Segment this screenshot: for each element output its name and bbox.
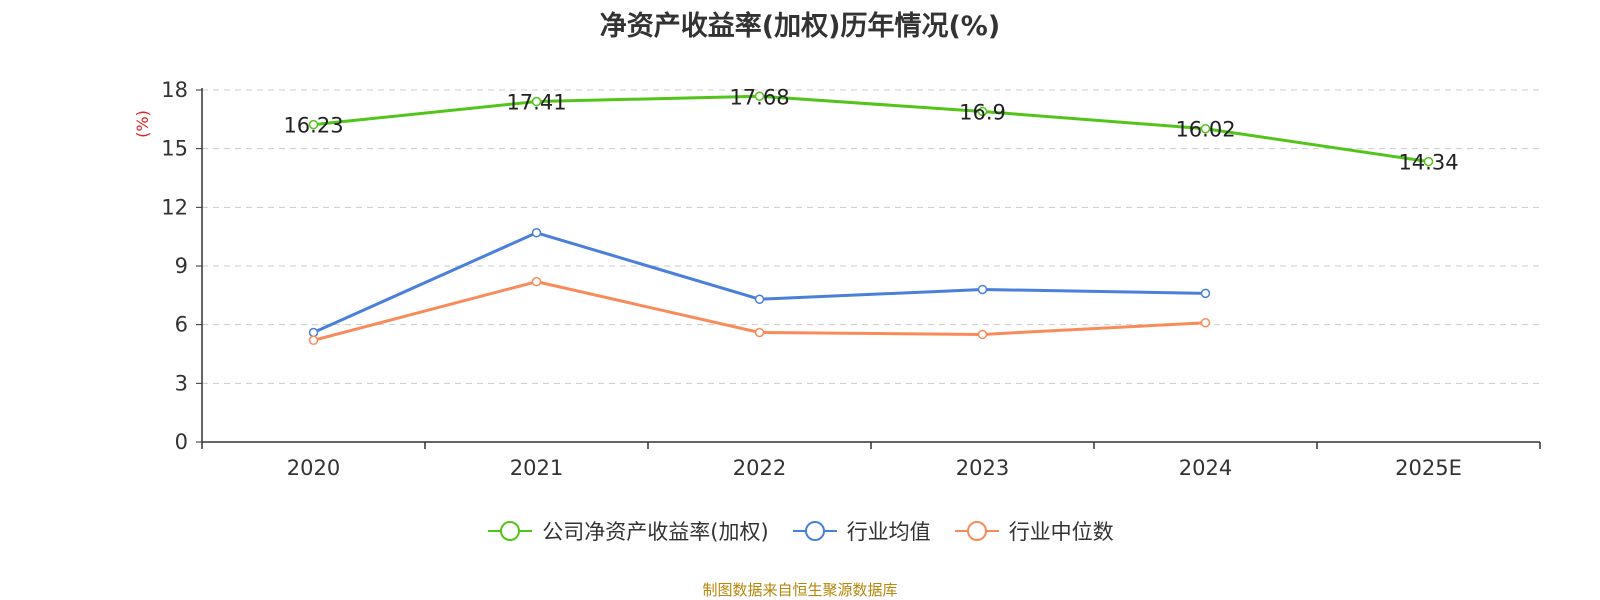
- axes: 0 3 6 9 12 15 18 2020 2021 2022 2023 2024 2025E (%): [133, 78, 1541, 480]
- data-point: [754, 327, 765, 338]
- legend-marker-industry-median: [954, 521, 999, 541]
- legend-item-company-roe[interactable]: 公司净资产收益率(加权): [486, 516, 769, 546]
- series-line-0: [313, 94, 1429, 164]
- legend-marker-company-roe: [488, 521, 533, 541]
- data-label: 16.9: [959, 101, 1006, 125]
- data-point: [977, 329, 988, 340]
- data-labels: 16.23 17.41 17.68 16.9 16.02 14.34: [283, 85, 1458, 174]
- y-tick-label: 6: [175, 313, 188, 337]
- data-point: [1200, 317, 1211, 328]
- data-point: [308, 327, 319, 338]
- data-point: [1200, 123, 1211, 134]
- data-label: 16.23: [283, 114, 343, 138]
- x-tick-label: 2020: [287, 456, 340, 480]
- line-chart: 0 3 6 9 12 15 18 2020 2021 2022 2023 2024 2025E (%) 1…: [133, 78, 1541, 480]
- series-group: [308, 91, 1434, 346]
- x-tick-label: 2022: [733, 456, 786, 480]
- legend-label-company-roe: 公司净资产收益率(加权): [542, 520, 769, 544]
- data-point: [754, 294, 765, 304]
- x-tick-label: 2021: [510, 456, 563, 480]
- legend: 公司净资产收益率(加权) 行业均值 行业中位数: [0, 516, 1600, 546]
- chart-title: 净资产收益率(加权)历年情况(%): [599, 11, 1001, 42]
- data-label: 16.02: [1175, 118, 1235, 142]
- data-label: 14.34: [1398, 151, 1458, 175]
- data-point: [977, 106, 988, 117]
- data-point: [531, 228, 542, 238]
- legend-item-industry-mean[interactable]: 行业均值: [791, 516, 931, 546]
- data-point: [308, 335, 319, 346]
- y-axis-label: (%): [133, 110, 152, 138]
- data-point: [754, 91, 765, 102]
- legend-label-industry-mean: 行业均值: [846, 520, 931, 544]
- y-tick-label: 18: [161, 78, 188, 102]
- legend-label-industry-median: 行业中位数: [1008, 520, 1114, 544]
- y-tick-label: 3: [175, 371, 188, 395]
- gridlines: [202, 89, 1540, 384]
- data-point: [1200, 288, 1211, 299]
- data-point: [308, 119, 319, 130]
- series-line-1: [312, 231, 1206, 334]
- data-point: [531, 96, 542, 107]
- legend-marker-industry-mean: [792, 521, 837, 541]
- data-label: 17.68: [729, 85, 789, 109]
- y-tick-label: 15: [161, 137, 188, 161]
- data-label: 17.41: [506, 91, 566, 115]
- y-tick-label: 0: [175, 430, 188, 454]
- x-tick-label: 2025E: [1395, 456, 1462, 480]
- y-tick-label: 12: [161, 195, 188, 219]
- y-tick-label: 9: [175, 254, 188, 278]
- source-note: 制图数据来自恒生聚源数据库: [702, 581, 898, 599]
- data-point: [531, 276, 542, 287]
- legend-item-industry-median[interactable]: 行业中位数: [953, 516, 1114, 546]
- data-point: [1423, 156, 1434, 167]
- data-point: [977, 284, 988, 295]
- x-tick-label: 2023: [956, 456, 1009, 480]
- x-tick-label: 2024: [1179, 456, 1232, 480]
